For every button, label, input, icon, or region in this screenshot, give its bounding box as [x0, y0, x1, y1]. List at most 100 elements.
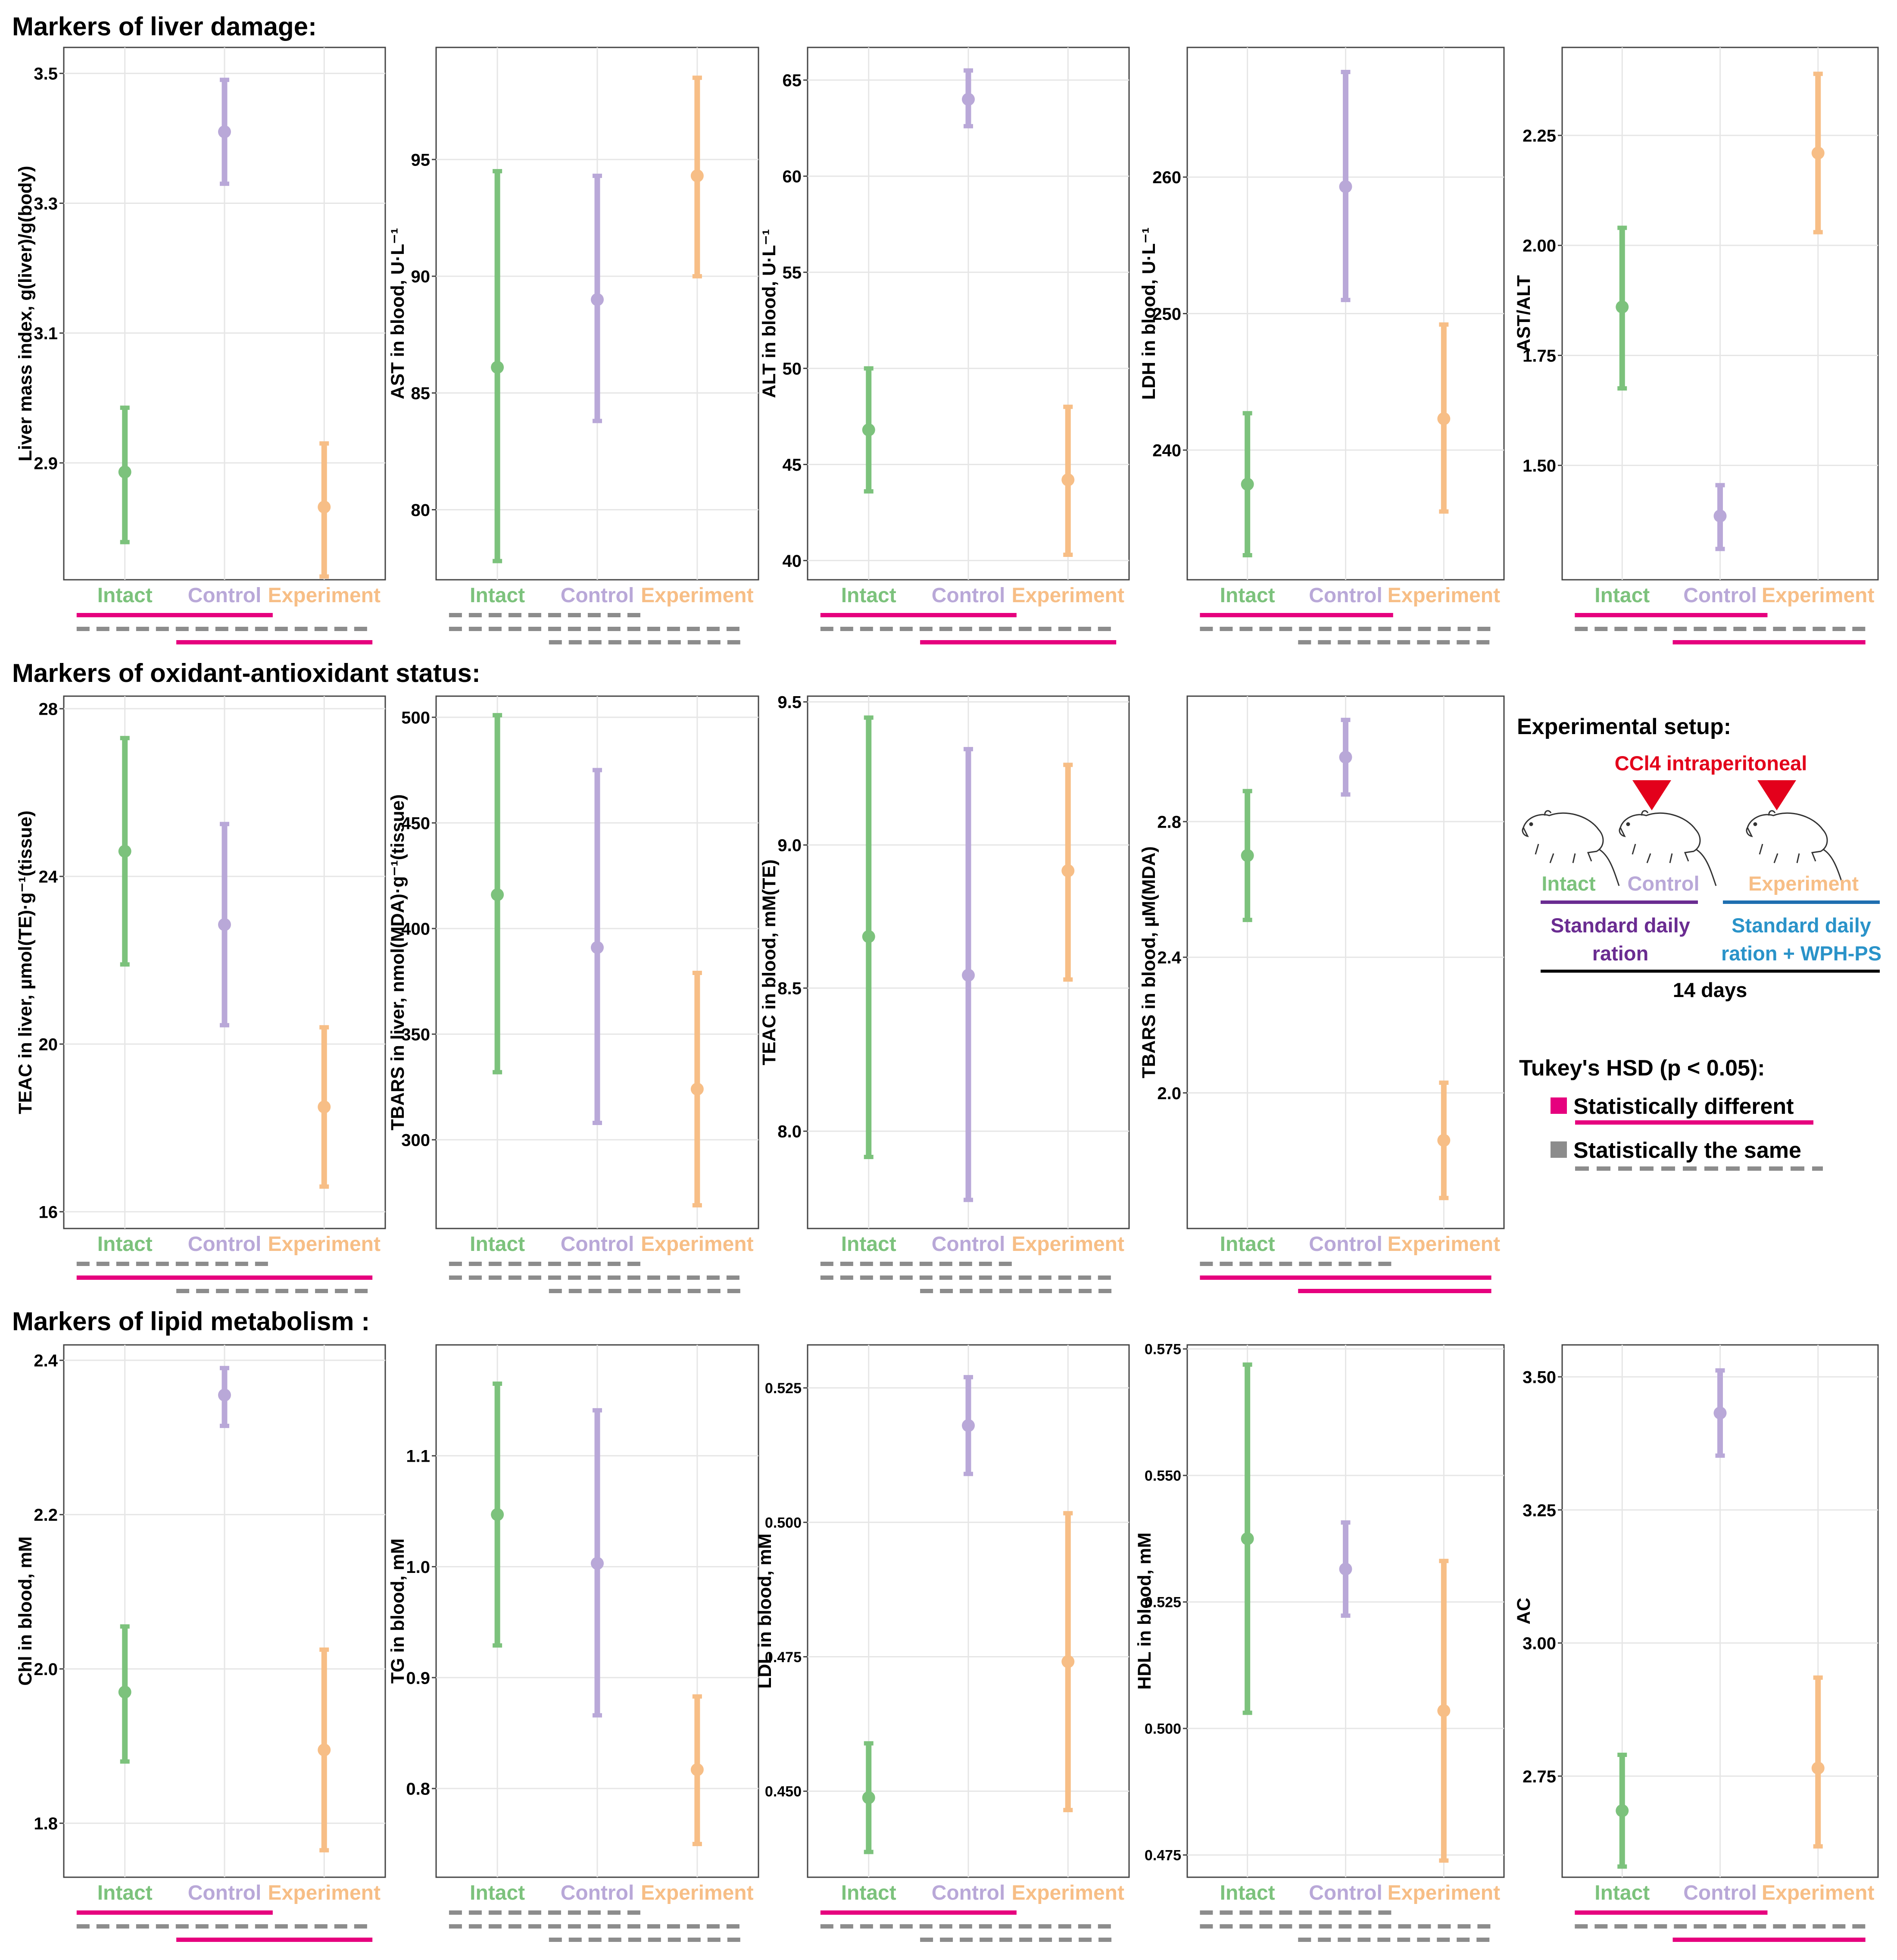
y-axis-label: TG in blood, mM [387, 1538, 408, 1684]
x-tick-label-control: Control [561, 1233, 634, 1256]
rat-control-icon [1619, 810, 1717, 886]
y-axis-label: TEAC in blood, mM(TE) [759, 860, 780, 1066]
y-tick-label: 2.9 [34, 454, 58, 473]
y-tick-label: 1.75 [1523, 347, 1556, 366]
injection-arrow-icon [1757, 780, 1796, 810]
y-tick-label: 28 [39, 700, 58, 719]
mean-point-control [218, 125, 231, 138]
mean-point-experiment [1811, 1761, 1825, 1775]
mean-point-control [1339, 1563, 1352, 1576]
duration-label: 14 days [1673, 978, 1747, 1001]
chart-tbars-blood: 2.0 2.4 2.8 TBARS in blood, µM(MDA) Intact Co… [1139, 695, 1505, 1293]
ration-wph-line2: ration + WPH-PS [1721, 942, 1881, 965]
tukey-legend: Tukey's HSD (p < 0.05): Statistically di… [1519, 1056, 1823, 1171]
setup-control-label: Control [1627, 872, 1699, 895]
x-tick-label-control: Control [1683, 584, 1757, 607]
mean-point-experiment [318, 1100, 331, 1113]
x-tick-label-experiment: Experiment [1012, 584, 1124, 607]
y-tick-label: 60 [783, 167, 802, 186]
x-tick-label-intact: Intact [97, 1882, 153, 1904]
y-axis-label: Chl in blood, mM [15, 1536, 36, 1685]
y-tick-label: 8.0 [777, 1122, 802, 1141]
y-axis-label: AC [1513, 1597, 1534, 1624]
mean-point-intact [118, 844, 131, 858]
x-tick-label-control: Control [1309, 1882, 1382, 1904]
mean-point-intact [118, 1685, 131, 1699]
mean-point-control [1339, 180, 1352, 193]
x-tick-label-experiment: Experiment [641, 1882, 753, 1904]
x-tick-label-intact: Intact [1220, 1882, 1275, 1904]
x-tick-label-experiment: Experiment [1762, 1882, 1874, 1904]
y-tick-label: 2.00 [1523, 237, 1556, 256]
x-tick-label-intact: Intact [1220, 584, 1275, 607]
y-axis-label: TBARS in blood, µM(MDA) [1139, 846, 1159, 1078]
y-tick-label: 0.450 [765, 1784, 802, 1800]
x-tick-label-experiment: Experiment [641, 1233, 753, 1256]
y-tick-label: 55 [783, 263, 802, 282]
chart-teac-blood: 8.0 8.5 9.0 9.5 TEAC in blood, mM(TE) Intact C… [759, 693, 1130, 1293]
mean-point-experiment [1061, 1655, 1075, 1668]
mean-point-experiment [690, 1763, 704, 1776]
setup-experiment-label: Experiment [1748, 872, 1859, 895]
mean-point-experiment [1437, 412, 1451, 425]
y-tick-label: 65 [783, 71, 802, 90]
mean-point-control [962, 93, 975, 106]
y-tick-label: 0.8 [406, 1780, 430, 1799]
x-tick-label-intact: Intact [97, 584, 153, 607]
y-tick-label: 1.50 [1523, 456, 1556, 475]
x-tick-label-intact: Intact [470, 1233, 525, 1256]
mean-point-control [591, 941, 604, 954]
y-axis-label: Liver mass index, g(liver)/g(body) [15, 166, 36, 462]
y-tick-label: 3.25 [1523, 1501, 1556, 1520]
y-tick-label: 1.1 [406, 1447, 430, 1466]
x-tick-label-intact: Intact [841, 584, 896, 607]
chart-ast-blood: 80 85 90 95 AST in blood, U·L⁻¹ Intact Control… [387, 47, 759, 644]
y-tick-label: 3.1 [34, 324, 58, 343]
section-title-lipid: Markers of lipid metabolism : [12, 1307, 370, 1336]
mean-point-control [962, 969, 975, 982]
y-tick-label: 2.4 [34, 1351, 58, 1370]
y-axis-label: HDL in blood, mM [1134, 1532, 1155, 1690]
y-tick-label: 2.8 [1157, 813, 1181, 832]
x-tick-label-intact: Intact [470, 584, 525, 607]
y-tick-label: 90 [411, 267, 431, 286]
chart-panels: 2.9 3.1 3.3 3.5 Liver mass index, g(liver)/g… [15, 47, 1879, 1942]
chart-ldl-blood: 0.450 0.475 0.500 0.525 LDL in blood, mM Inta… [755, 1344, 1130, 1942]
mean-point-control [218, 1388, 231, 1402]
x-tick-label-intact: Intact [841, 1233, 896, 1256]
mean-point-intact [862, 423, 875, 437]
y-tick-label: 0.575 [1145, 1341, 1181, 1358]
mean-point-intact [491, 888, 504, 901]
y-tick-label: 260 [1152, 168, 1181, 187]
y-tick-label: 20 [39, 1035, 58, 1054]
rat-experiment-icon [1746, 810, 1844, 886]
x-tick-label-control: Control [188, 1233, 262, 1256]
section-title-liver: Markers of liver damage: [12, 12, 317, 41]
x-tick-label-intact: Intact [1594, 1882, 1650, 1904]
chart-alt-blood: 40 45 50 55 60 65 ALT in blood, U·L⁻¹ Intact Con… [759, 47, 1130, 644]
y-tick-label: 0.475 [765, 1649, 802, 1666]
legend-same-swatch [1551, 1141, 1567, 1158]
y-axis-label: LDL in blood, mM [755, 1534, 775, 1689]
chart-ac: 2.75 3.00 3.25 3.50 AC Intact Control Experimen… [1513, 1344, 1879, 1942]
mean-point-control [591, 293, 604, 306]
y-tick-label: 0.475 [1145, 1847, 1181, 1864]
x-tick-label-experiment: Experiment [1388, 584, 1500, 607]
x-tick-label-control: Control [188, 1882, 262, 1904]
x-tick-label-experiment: Experiment [1012, 1882, 1124, 1904]
y-tick-label: 0.500 [1145, 1721, 1181, 1737]
y-tick-label: 2.0 [34, 1660, 58, 1679]
mean-point-control [591, 1557, 604, 1570]
mean-point-experiment [1437, 1704, 1451, 1717]
mean-point-experiment [318, 500, 331, 514]
chart-tg-blood: 0.8 0.9 1.0 1.1 TG in blood, mM Intact Control… [387, 1344, 759, 1942]
mean-point-control [962, 1419, 975, 1432]
x-tick-label-control: Control [932, 1882, 1005, 1904]
x-tick-label-control: Control [1683, 1882, 1757, 1904]
x-tick-label-control: Control [932, 584, 1005, 607]
y-tick-label: 9.5 [777, 693, 802, 712]
y-tick-label: 40 [783, 552, 802, 571]
y-tick-label: 0.9 [406, 1669, 430, 1688]
chart-teac-liver: 16 20 24 28 TEAC in liver, µmol(TE)·g⁻¹(tiss… [15, 695, 386, 1293]
legend-title: Tukey's HSD (p < 0.05): [1519, 1056, 1765, 1081]
